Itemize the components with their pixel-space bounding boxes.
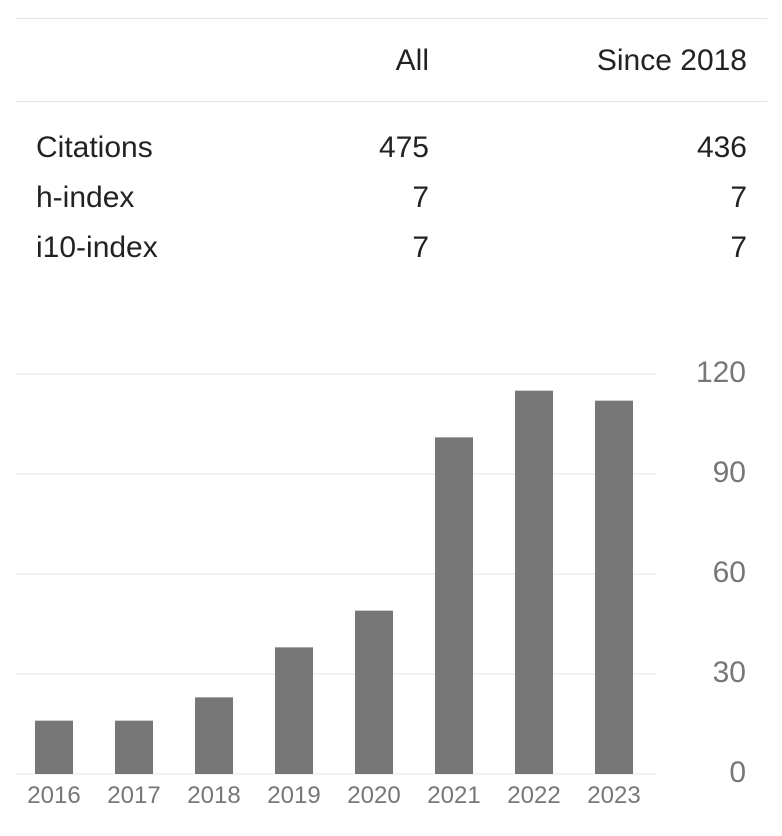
y-axis-labels: 0 30 60 90 120: [696, 356, 746, 789]
bar-2019: [275, 647, 313, 774]
h-index-label: h-index: [36, 181, 135, 214]
x-tick-label-2022: 2022: [507, 782, 560, 809]
header-all: All: [395, 44, 429, 77]
stat-row-h-index: h-index 7 7: [16, 180, 767, 216]
header-since-2018: Since 2018: [596, 44, 747, 77]
citations-all-value: 475: [378, 131, 429, 164]
bar-2018: [195, 697, 233, 774]
bar-2022: [515, 390, 553, 774]
i10-index-since-value: 7: [730, 231, 747, 264]
grid-layer: [16, 373, 656, 775]
x-tick-label-2016: 2016: [27, 782, 80, 809]
y-tick-label-60: 60: [713, 556, 746, 589]
stats-header-row: All Since 2018: [16, 19, 767, 101]
x-axis-labels: 2016 2017 2018 2019 2020 2021 2022 2023: [27, 782, 640, 809]
y-tick-label-30: 30: [713, 656, 746, 689]
x-tick-label-2023: 2023: [587, 782, 640, 809]
bar-layer: [35, 390, 633, 774]
citation-stats-table: All Since 2018 Citations 475 436 h-index…: [16, 18, 767, 272]
bar-2017: [115, 720, 153, 774]
header-divider: [16, 101, 767, 102]
x-tick-label-2021: 2021: [427, 782, 480, 809]
citations-label: Citations: [36, 131, 153, 164]
y-tick-label-0: 0: [729, 756, 746, 789]
h-index-all-value: 7: [412, 181, 429, 214]
top-divider: [16, 18, 767, 19]
x-tick-label-2018: 2018: [187, 782, 240, 809]
x-tick-label-2019: 2019: [267, 782, 320, 809]
bar-2016: [35, 720, 73, 774]
bar-2021: [435, 437, 473, 774]
x-tick-label-2020: 2020: [347, 782, 400, 809]
i10-index-all-value: 7: [412, 231, 429, 264]
h-index-since-value: 7: [730, 181, 747, 214]
i10-index-label: i10-index: [36, 231, 158, 264]
stat-row-citations: Citations 475 436: [16, 130, 767, 166]
citations-since-value: 436: [696, 131, 747, 164]
stats-body: Citations 475 436 h-index 7 7 i10-index …: [16, 102, 767, 272]
bar-2023: [595, 400, 633, 774]
y-tick-label-90: 90: [713, 456, 746, 489]
y-tick-label-120: 120: [696, 356, 746, 389]
bar-2020: [355, 610, 393, 774]
x-tick-label-2017: 2017: [107, 782, 160, 809]
stat-row-i10-index: i10-index 7 7: [16, 230, 767, 266]
